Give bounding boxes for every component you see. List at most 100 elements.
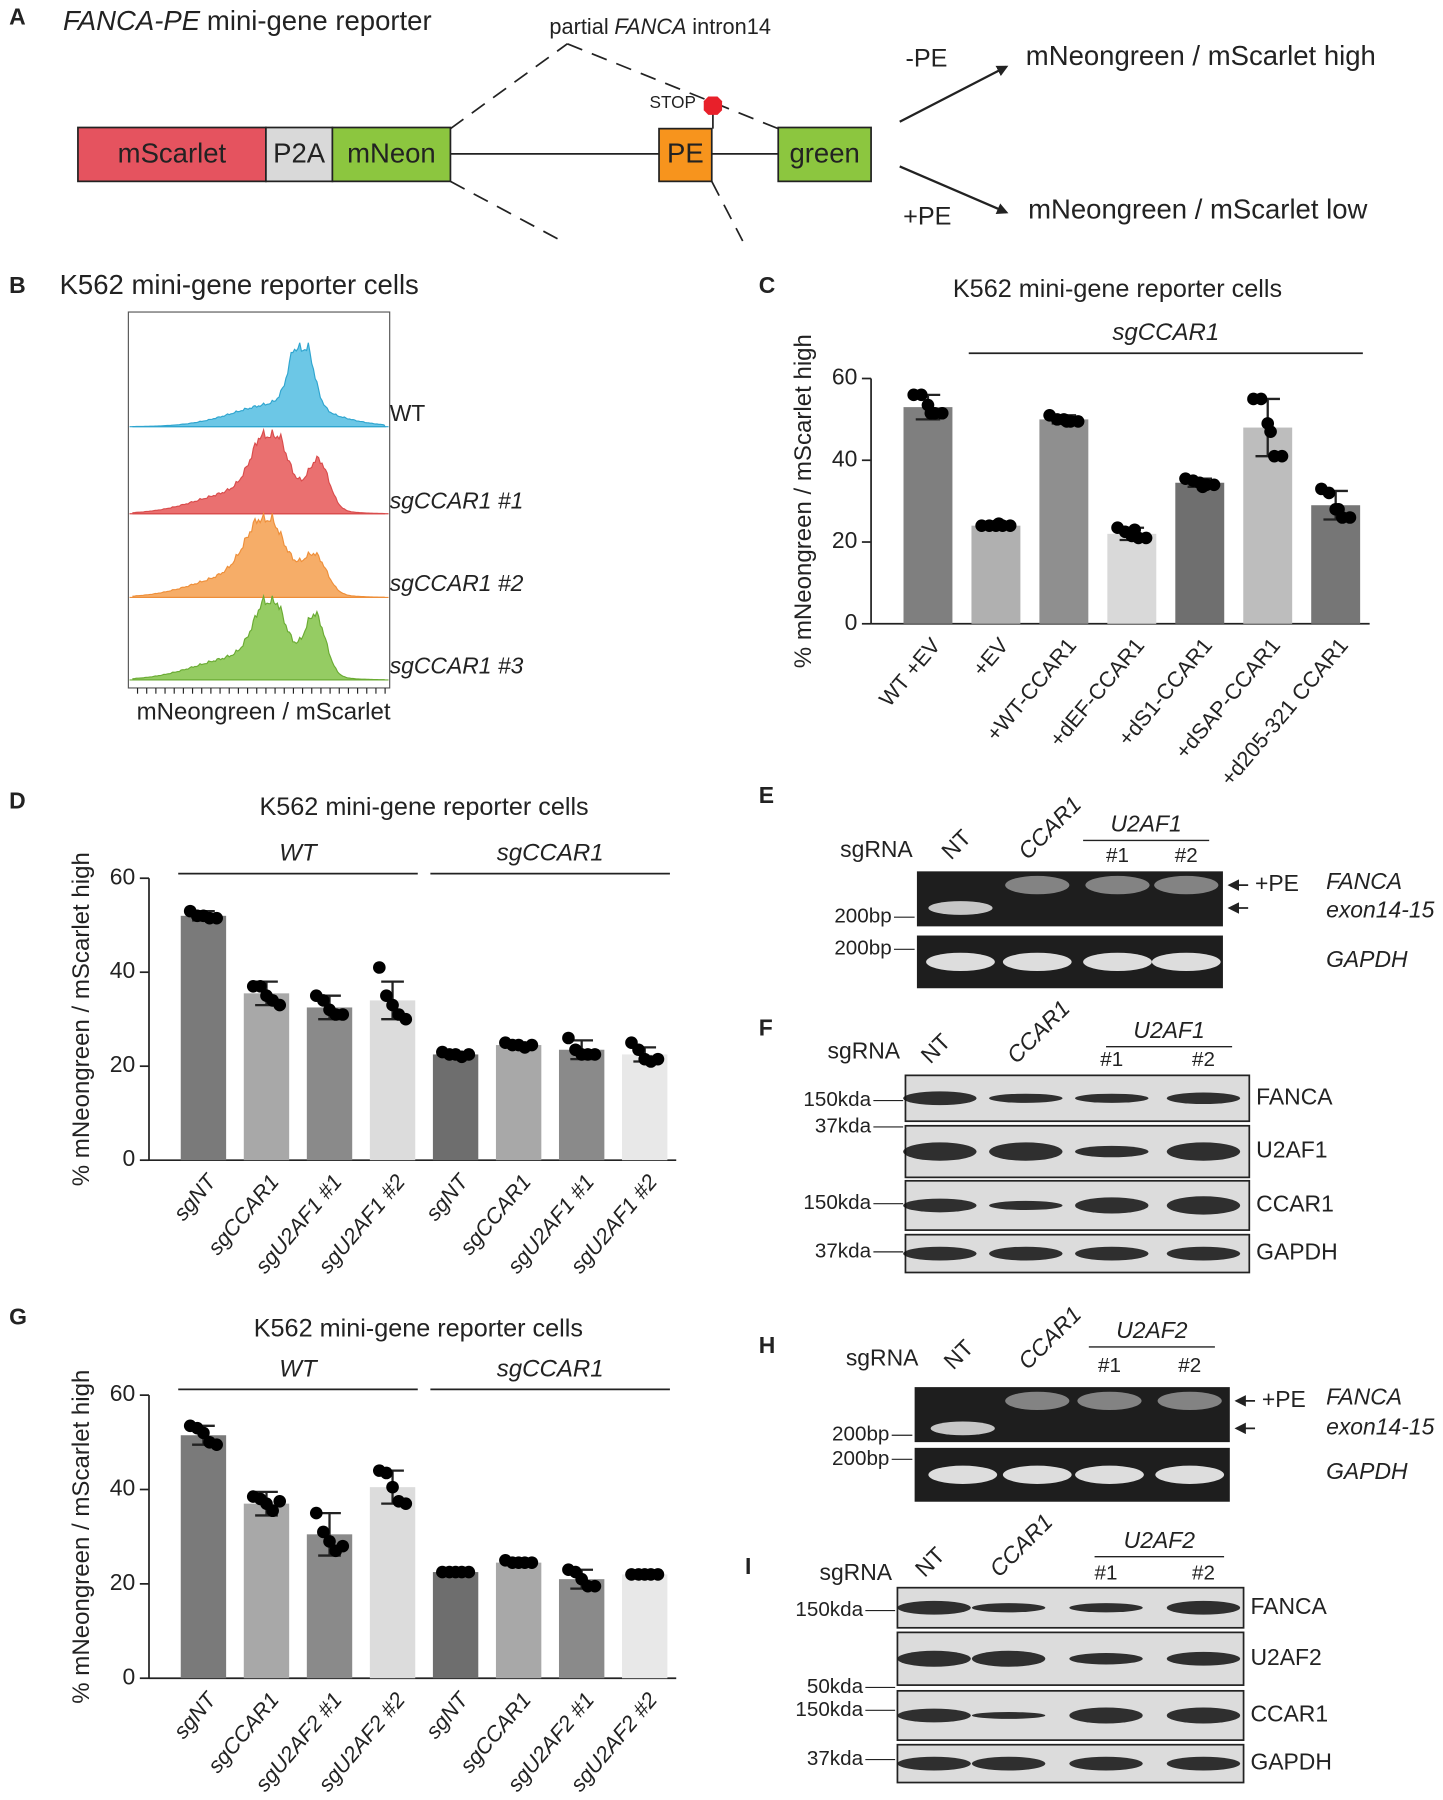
bar [306, 1007, 353, 1161]
band-label: +PE [1262, 1386, 1306, 1412]
gel-band [1157, 1391, 1222, 1411]
data-point [253, 980, 267, 993]
y-tick-label: 60 [110, 863, 135, 889]
protein-label: U2AF1 [1256, 1137, 1327, 1163]
panel-title: FANCA-PE mini-gene reporter [63, 5, 432, 36]
data-point [1128, 523, 1141, 537]
box-label: green [789, 137, 859, 168]
stop-sign [703, 96, 723, 115]
intron-prefix: partial [549, 14, 608, 39]
y-tick-label: 0 [122, 1663, 135, 1689]
lane-label: NT [916, 1028, 956, 1068]
blot-band [1075, 1197, 1149, 1214]
gel-band [1154, 875, 1219, 895]
bar [180, 915, 227, 1161]
lane-label: #1 [1095, 1561, 1118, 1584]
data-point [651, 1568, 665, 1581]
bar [495, 1045, 542, 1161]
arrow [899, 165, 1009, 214]
box-label: mScarlet [118, 137, 227, 168]
blot-band [1069, 1603, 1143, 1613]
y-axis-label: % mNeongreen / mScarlet high [790, 334, 817, 668]
gel-band [1155, 1465, 1225, 1484]
bar [971, 525, 1021, 624]
blot-band [1166, 1600, 1241, 1615]
group-label: sgCCAR1 [497, 1355, 604, 1382]
data-point [210, 1438, 223, 1451]
blot-band [1069, 1653, 1143, 1665]
blot-band [897, 1756, 971, 1771]
lane-label: NT [938, 1334, 978, 1374]
bar [369, 1487, 416, 1679]
x-tick-label: sgNT [168, 1686, 222, 1743]
gene-box [777, 126, 872, 183]
blot-band [897, 1600, 971, 1615]
control-label: GAPDH [1326, 946, 1408, 972]
blot-band [989, 1093, 1063, 1103]
splice-line [449, 43, 568, 130]
lane-label: #2 [1178, 1354, 1201, 1377]
blot-band [1166, 1092, 1241, 1105]
axis-label: mNeongreen / mScarlet [137, 699, 391, 726]
y-tick-label: 0 [122, 1145, 135, 1171]
marker-label: 200bp [832, 1447, 889, 1470]
data-point [1060, 415, 1074, 428]
histogram [132, 427, 386, 515]
data-point [1343, 511, 1357, 524]
marker-label: 37kda [815, 1114, 872, 1137]
group-label: WT [279, 840, 319, 867]
y-tick-label: 40 [110, 957, 135, 983]
chart-title: K562 mini-gene reporter cells [259, 793, 588, 821]
data-point [386, 998, 399, 1012]
gel-band [1002, 1465, 1072, 1484]
marker-label: 150kda [795, 1698, 863, 1721]
bar [243, 1503, 290, 1679]
data-point [1332, 503, 1345, 516]
condition: -PE [905, 45, 947, 73]
x-tick-label: sgNT [420, 1686, 474, 1743]
data-point [915, 388, 928, 402]
title-text: mini-gene reporter [207, 5, 432, 36]
result: mNeongreen / mScarlet high [1026, 40, 1376, 71]
y-axis-label: % mNeongreen / mScarlet high [68, 852, 95, 1186]
control-label: GAPDH [1326, 1458, 1408, 1484]
bar [622, 1574, 668, 1679]
lane-label: CCAR1 [1013, 791, 1086, 864]
protein-label: FANCA [1250, 1593, 1327, 1619]
protein-label: GAPDH [1250, 1749, 1331, 1775]
marker-label: 200bp [832, 1423, 889, 1446]
gel-band [926, 952, 995, 972]
gel-band [1075, 1465, 1144, 1484]
bar [432, 1054, 479, 1161]
y-tick-label: 0 [845, 609, 858, 635]
lane-label: #1 [1098, 1354, 1121, 1377]
bar [1311, 505, 1361, 624]
marker-label: 37kda [815, 1239, 872, 1262]
panel-title: K562 mini-gene reporter cells [60, 269, 419, 300]
gel [916, 871, 1223, 927]
data-point [1196, 480, 1209, 494]
data-point [588, 1579, 602, 1593]
blot-band [971, 1712, 1046, 1719]
data-point [380, 989, 393, 1003]
blot-band [897, 1708, 971, 1723]
blot-band [903, 1246, 977, 1261]
lane-label: #1 [1100, 1048, 1123, 1071]
blot-band [903, 1198, 977, 1213]
marker-label: 50kda [807, 1675, 864, 1698]
gene-box [331, 126, 452, 183]
data-point [562, 1031, 575, 1045]
gel-band [928, 1465, 998, 1484]
plot-frame [127, 311, 391, 689]
lane-label: CCAR1 [1013, 1301, 1086, 1374]
lane-label: #2 [1175, 844, 1198, 867]
lane-label: CCAR1 [1001, 995, 1074, 1068]
bar [369, 1000, 416, 1161]
blot-band [1069, 1707, 1143, 1724]
y-tick-label: 60 [110, 1380, 135, 1406]
blot-band [1166, 1246, 1241, 1261]
panel-letter: A [9, 4, 26, 30]
group-label: U2AF2 [1116, 1317, 1188, 1343]
